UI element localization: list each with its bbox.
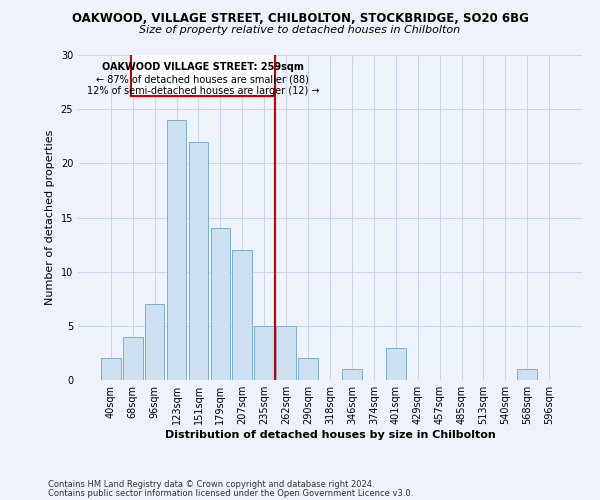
Bar xyxy=(211,228,230,380)
Bar xyxy=(145,304,164,380)
Bar xyxy=(188,142,208,380)
Text: Size of property relative to detached houses in Chilbolton: Size of property relative to detached ho… xyxy=(139,25,461,35)
Text: OAKWOOD VILLAGE STREET: 259sqm: OAKWOOD VILLAGE STREET: 259sqm xyxy=(102,62,304,72)
Bar xyxy=(298,358,318,380)
Text: Contains public sector information licensed under the Open Government Licence v3: Contains public sector information licen… xyxy=(48,489,413,498)
Text: OAKWOOD, VILLAGE STREET, CHILBOLTON, STOCKBRIDGE, SO20 6BG: OAKWOOD, VILLAGE STREET, CHILBOLTON, STO… xyxy=(71,12,529,26)
Text: ← 87% of detached houses are smaller (88): ← 87% of detached houses are smaller (88… xyxy=(97,75,309,85)
Y-axis label: Number of detached properties: Number of detached properties xyxy=(45,130,55,305)
Bar xyxy=(386,348,406,380)
Bar xyxy=(276,326,296,380)
Bar xyxy=(101,358,121,380)
Bar xyxy=(517,369,537,380)
Bar xyxy=(123,336,143,380)
FancyBboxPatch shape xyxy=(131,53,275,96)
X-axis label: Distribution of detached houses by size in Chilbolton: Distribution of detached houses by size … xyxy=(164,430,496,440)
Bar xyxy=(254,326,274,380)
Bar xyxy=(342,369,362,380)
Bar xyxy=(167,120,187,380)
Bar xyxy=(232,250,252,380)
Text: 12% of semi-detached houses are larger (12) →: 12% of semi-detached houses are larger (… xyxy=(86,86,319,97)
Text: Contains HM Land Registry data © Crown copyright and database right 2024.: Contains HM Land Registry data © Crown c… xyxy=(48,480,374,489)
